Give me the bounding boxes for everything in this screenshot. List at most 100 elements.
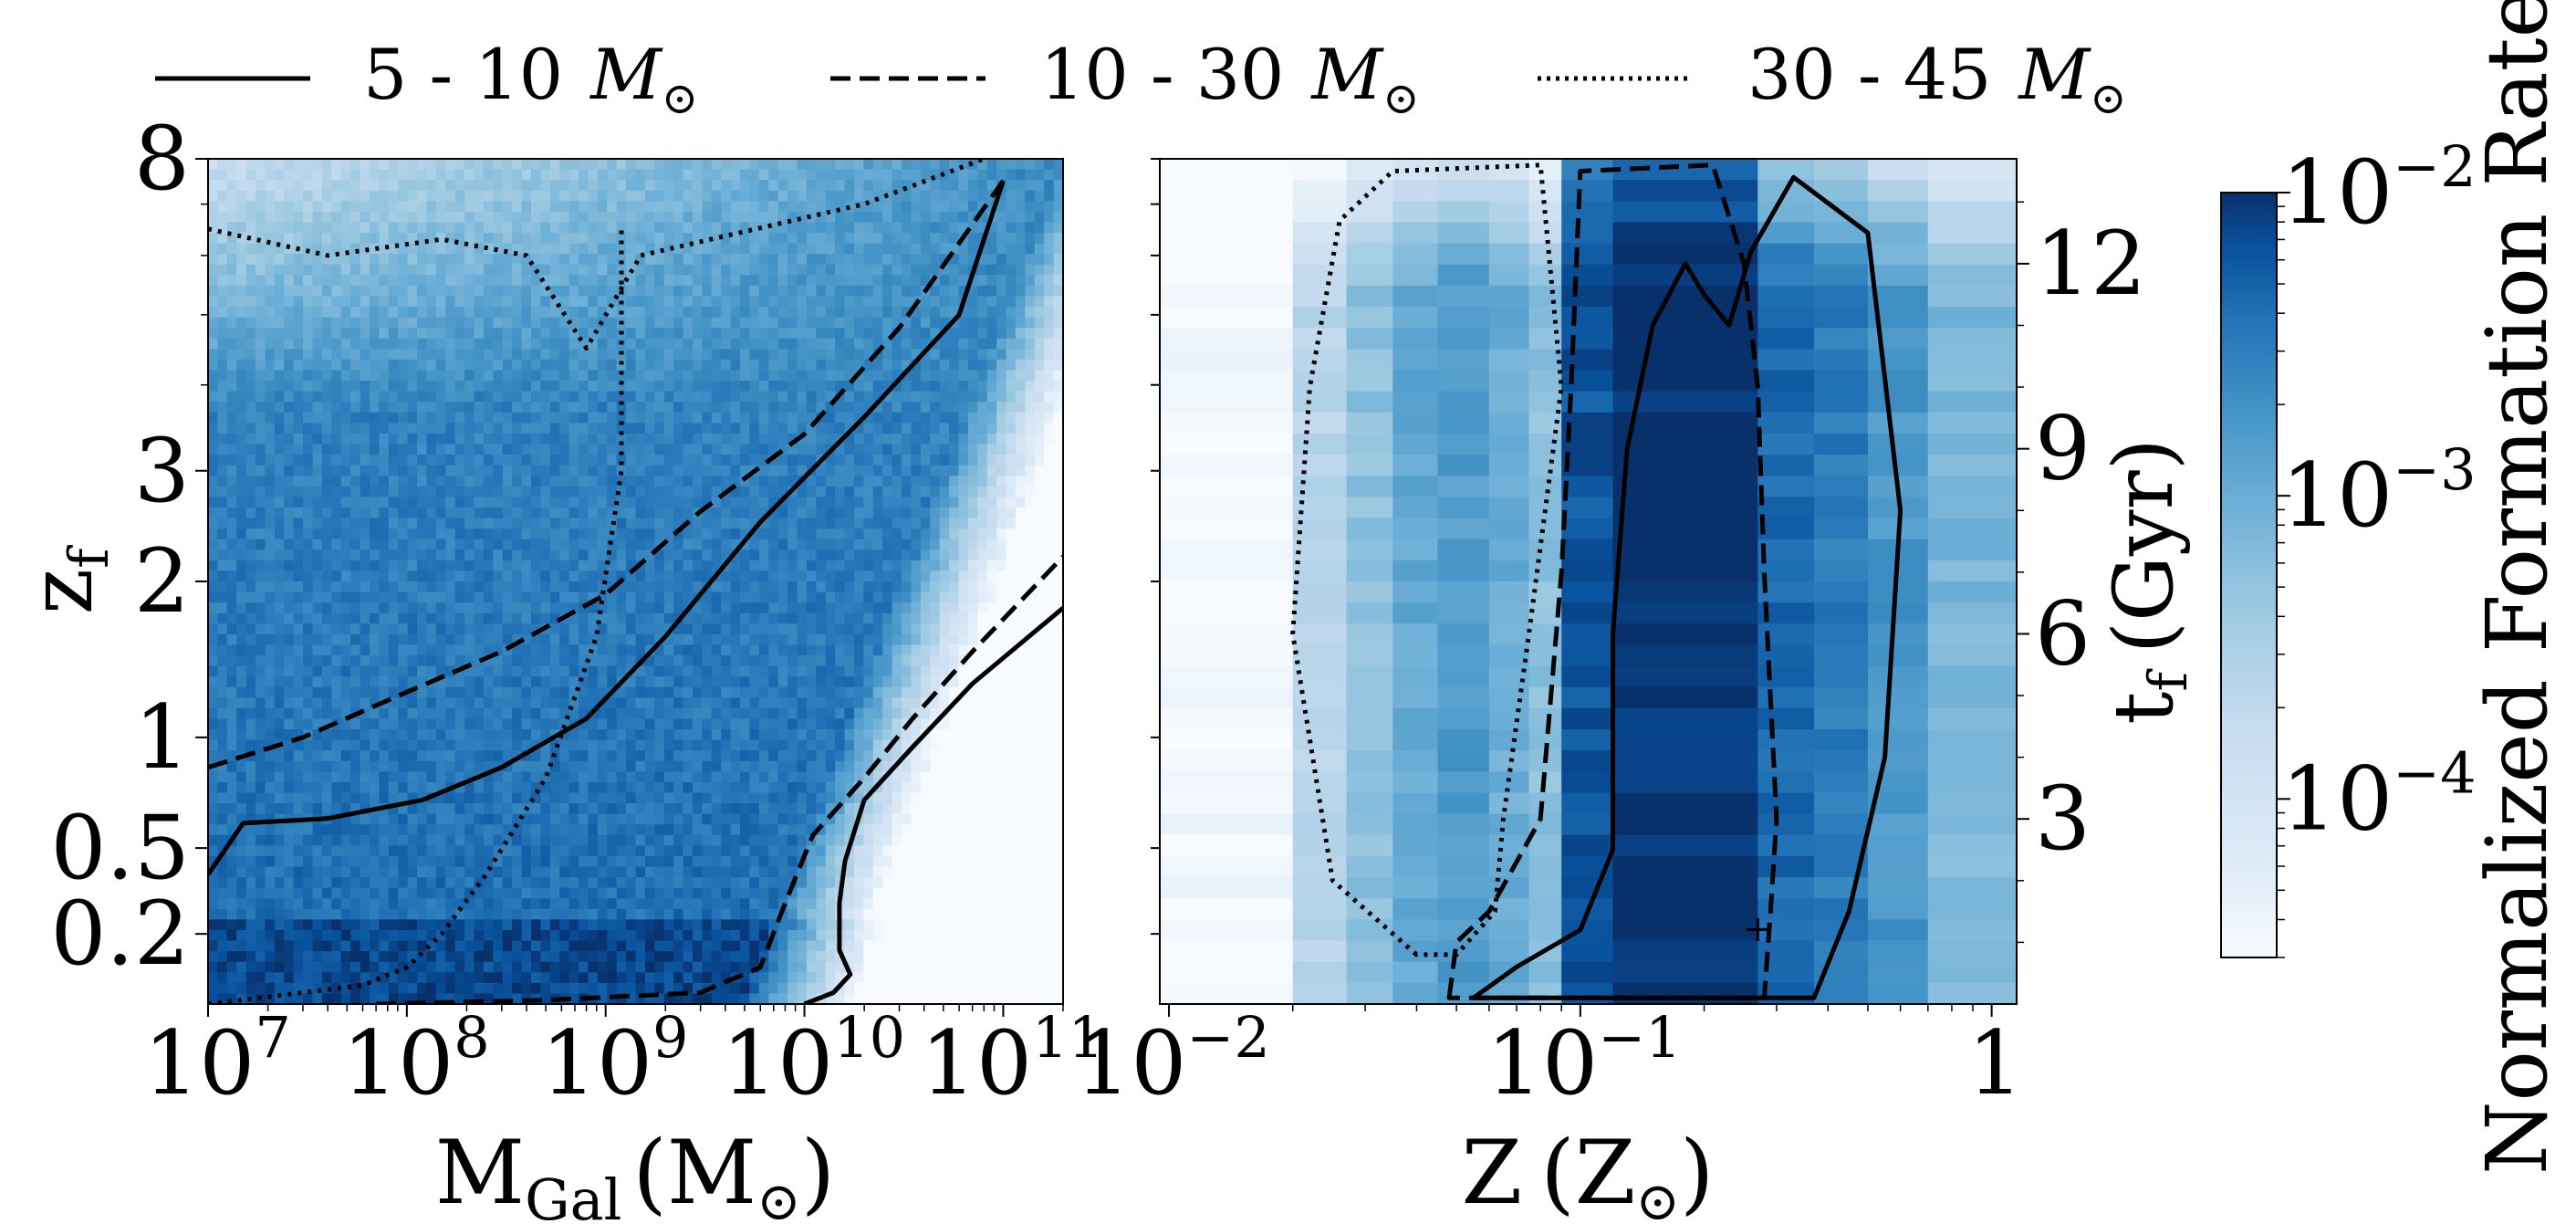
heatmap-cell (673, 972, 684, 984)
heatmap-cell (236, 633, 247, 646)
heatmap-cell (350, 845, 361, 857)
heatmap-cell (284, 211, 295, 224)
heatmap-cell (245, 549, 256, 561)
heatmap-cell (435, 560, 446, 572)
heatmap-cell (256, 633, 266, 646)
heatmap-cell (340, 190, 351, 202)
heatmap-cell (740, 644, 751, 656)
heatmap-cell (568, 497, 579, 508)
heatmap-cell (435, 243, 446, 255)
heatmap-cell (540, 180, 551, 192)
heatmap-cell (245, 707, 256, 720)
heatmap-cell (635, 792, 646, 804)
heatmap-cell (502, 444, 513, 455)
heatmap-cell (445, 750, 456, 762)
heatmap-cell (312, 570, 323, 582)
heatmap-cell (730, 602, 741, 614)
heatmap-cell (635, 729, 646, 741)
heatmap-cell (579, 602, 589, 614)
heatmap-cell (236, 539, 247, 550)
heatmap-cell (749, 233, 760, 245)
heatmap-cell (549, 349, 560, 361)
heatmap-cell (226, 159, 237, 171)
heatmap-cell (758, 455, 769, 466)
heatmap-cell (274, 718, 285, 730)
heatmap-cell (568, 549, 579, 561)
heatmap-cell (208, 972, 219, 984)
heatmap-cell (454, 951, 465, 963)
heatmap-cell (654, 233, 665, 245)
heatmap-cell (417, 972, 428, 984)
heatmap-cell (303, 940, 314, 952)
heatmap-cell (321, 486, 332, 497)
heatmap-cell (588, 381, 599, 392)
heatmap-cell (644, 359, 655, 371)
heatmap-cell (464, 455, 475, 466)
heatmap-cell (711, 423, 722, 434)
heatmap-cell (502, 391, 513, 403)
heatmap-cell (312, 476, 323, 487)
heatmap-cell (787, 824, 798, 836)
heatmap-cell (464, 908, 475, 920)
heatmap-cell (579, 570, 589, 582)
heatmap-cell (208, 750, 219, 762)
heatmap-cell (340, 982, 351, 995)
heatmap-cell (360, 813, 370, 825)
heatmap-cell (284, 359, 295, 371)
heatmap-cell (530, 729, 541, 741)
heatmap-cell (654, 497, 665, 508)
heatmap-cell (426, 707, 437, 720)
heatmap-cell (568, 919, 579, 931)
heatmap-cell (740, 423, 751, 434)
heatmap-cell (597, 940, 608, 952)
heatmap-cell (350, 982, 361, 995)
heatmap-cell (644, 697, 655, 709)
heatmap-cell (312, 423, 323, 434)
heatmap-cell (493, 391, 504, 403)
heatmap-cell (426, 222, 437, 234)
heatmap-cell (549, 486, 560, 497)
heatmap-cell (549, 328, 560, 340)
heatmap-cell (407, 718, 418, 730)
heatmap-cell (502, 855, 513, 868)
heatmap-cell (730, 211, 741, 224)
heatmap-cell (274, 760, 285, 772)
heatmap-cell (616, 855, 627, 868)
heatmap-cell (369, 444, 380, 455)
heatmap-cell (597, 412, 608, 424)
heatmap-cell (549, 359, 560, 371)
heatmap-cell (445, 570, 456, 582)
heatmap-cell (483, 423, 494, 434)
heatmap-cell (730, 940, 741, 952)
heatmap-cell (303, 275, 314, 287)
heatmap-cell (721, 423, 732, 434)
heatmap-cell (445, 845, 456, 857)
heatmap-cell (588, 328, 599, 340)
heatmap-cell (568, 402, 579, 413)
heatmap-cell (388, 855, 399, 868)
heatmap-cell (360, 887, 370, 899)
heatmap-cell (607, 444, 618, 455)
heatmap-cell (626, 686, 637, 698)
heatmap-cell (721, 919, 732, 931)
heatmap-cell (568, 633, 579, 646)
heatmap-cell (417, 201, 428, 213)
heatmap-cell (663, 951, 674, 963)
heatmap-cell (407, 581, 418, 593)
heatmap-cell (768, 718, 779, 730)
heatmap-cell (721, 433, 732, 445)
heatmap-cell (740, 781, 751, 794)
heatmap-cell (683, 623, 694, 635)
heatmap-cell (711, 243, 722, 255)
heatmap-cell (740, 391, 751, 403)
heatmap-cell (379, 707, 390, 720)
heatmap-cell (454, 781, 465, 794)
heatmap-cell (445, 697, 456, 709)
heatmap-cell (549, 633, 560, 646)
heatmap-cell (435, 581, 446, 593)
heatmap-cell (512, 813, 523, 825)
heatmap-cell (274, 792, 285, 804)
heatmap-cell (711, 771, 722, 783)
heatmap-cell (787, 972, 798, 984)
heatmap-cell (673, 908, 684, 920)
